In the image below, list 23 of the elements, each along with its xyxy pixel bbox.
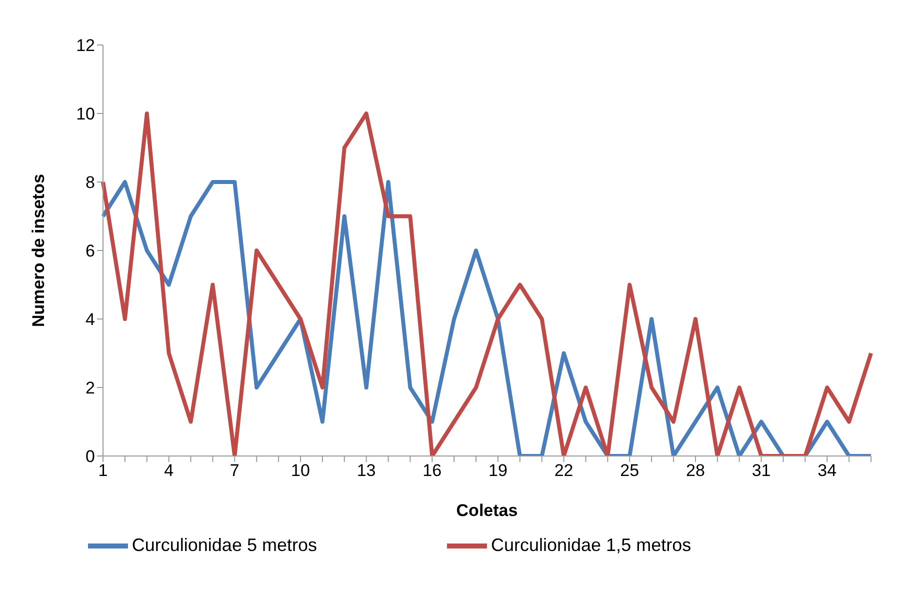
x-tick-label: 31 [752, 461, 771, 480]
legend-label: Curculionidae 1,5 metros [490, 534, 692, 555]
x-tick-label: 13 [356, 461, 376, 480]
x-tick-label: 28 [686, 461, 705, 480]
x-tick-label: 1 [98, 461, 108, 480]
x-axis-title: Coletas [456, 501, 518, 520]
y-tick-label: 0 [86, 447, 95, 466]
y-axis-title: Numero de insetos [29, 174, 48, 328]
x-tick-label: 25 [620, 461, 640, 480]
x-tick-label: 16 [422, 461, 442, 480]
x-tick-label: 7 [230, 461, 240, 480]
y-tick-label: 2 [86, 378, 95, 398]
x-tick-label: 19 [488, 461, 508, 480]
y-tick-label: 6 [86, 242, 95, 261]
x-tick-label: 22 [554, 461, 574, 480]
y-tick-label: 8 [86, 173, 95, 192]
legend-label: Curculionidae 5 metros [132, 534, 317, 555]
x-tick-label: 4 [164, 461, 174, 480]
y-tick-label: 4 [86, 310, 95, 330]
y-tick-label: 12 [76, 36, 95, 56]
x-tick-label: 10 [291, 461, 310, 480]
x-tick-label: 34 [818, 461, 837, 480]
y-tick-label: 10 [76, 104, 95, 124]
